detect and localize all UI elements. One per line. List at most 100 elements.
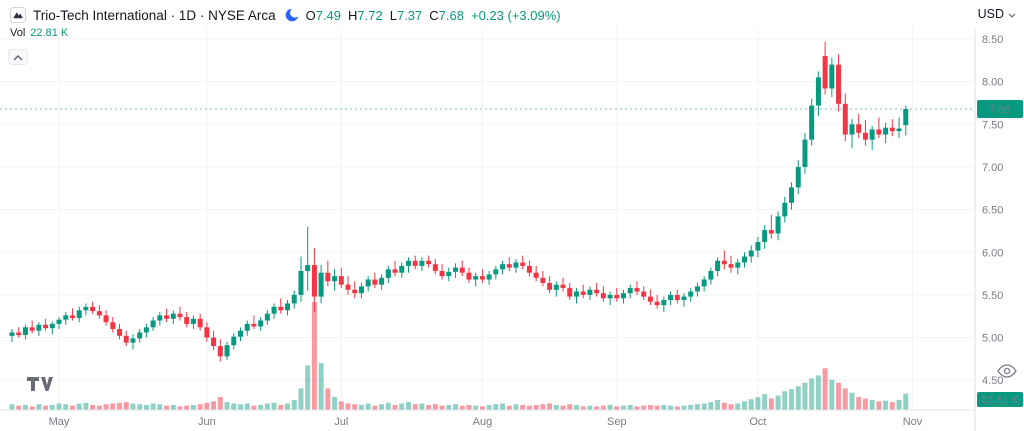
volume-bar <box>654 405 660 410</box>
candle-body <box>325 272 331 282</box>
candle-body <box>177 313 183 318</box>
candle-body <box>432 264 438 272</box>
candle-body <box>621 293 627 299</box>
volume-bar <box>513 404 519 410</box>
volume-bar <box>345 403 351 410</box>
candle-body <box>479 276 485 280</box>
volume-bar <box>291 399 297 410</box>
candle-body <box>883 127 889 135</box>
volume-bar <box>829 379 835 410</box>
candle-body <box>332 276 338 282</box>
price-tick-label: 6.00 <box>982 247 1003 259</box>
volume-bar <box>177 406 183 410</box>
candle-body <box>486 274 492 280</box>
tradingview-logo[interactable] <box>27 377 54 397</box>
volume-bar <box>164 405 170 410</box>
candle-body <box>654 301 660 306</box>
month-tick-label: Aug <box>473 416 493 428</box>
volume-bar <box>849 392 855 410</box>
volume-bar <box>251 405 257 410</box>
visibility-eye-button[interactable] <box>997 364 1017 383</box>
price-tick-label: 8.50 <box>982 34 1003 46</box>
candle-body <box>211 337 217 347</box>
volume-bar <box>117 402 123 410</box>
volume-bar <box>748 399 754 410</box>
volume-bar <box>533 404 539 410</box>
candle-body <box>493 269 499 275</box>
candle-body <box>513 262 519 268</box>
volume-bar <box>735 403 741 410</box>
candle-body <box>190 318 196 324</box>
low-label: L <box>389 7 397 23</box>
time-scale-labels[interactable]: May Jun Jul Aug Sep Oct Nov <box>49 416 923 428</box>
volume-bar <box>244 403 250 410</box>
volume-bar <box>103 404 109 410</box>
volume-bar <box>500 403 506 410</box>
open-label: O <box>305 7 316 23</box>
volume-bar <box>453 404 459 410</box>
price-tick-label: 8.00 <box>982 77 1003 89</box>
volume-bar <box>466 404 472 410</box>
candle-body <box>385 269 391 278</box>
currency-dropdown[interactable]: USD <box>978 7 1016 21</box>
volume-bar <box>338 401 344 410</box>
close-value: 7.68 <box>438 7 464 23</box>
volume-bar <box>459 405 465 410</box>
price-tick-label: 4.50 <box>982 375 1003 387</box>
candle-body <box>258 320 264 327</box>
volume-bar <box>789 389 795 410</box>
candle-body <box>83 306 89 311</box>
volume-bar <box>439 405 445 410</box>
price-tick-label: 7.00 <box>982 162 1003 174</box>
candles-layer <box>9 41 909 362</box>
candle-body <box>741 256 747 263</box>
candle-body <box>862 132 868 140</box>
candle-body <box>311 265 317 297</box>
candle-body <box>197 318 203 328</box>
volume-bar <box>674 406 680 410</box>
volume-bar <box>76 403 82 410</box>
last-volume-badge: 22.81 K <box>977 392 1023 407</box>
last-price-badge: 7.68 <box>977 99 1023 118</box>
volume-bar <box>36 404 42 410</box>
candle-body <box>184 317 190 324</box>
volume-bar <box>405 402 411 410</box>
collapse-pane-button[interactable] <box>8 49 28 65</box>
candle-body <box>466 272 472 280</box>
volume-bar <box>587 405 593 410</box>
volume-bar <box>365 403 371 410</box>
price-scale-labels[interactable]: 8.50 8.00 7.50 7.00 6.50 6.00 5.50 5.00 4.50 <box>982 34 1003 387</box>
high-value: 7.72 <box>357 7 383 23</box>
candle-body <box>768 230 774 234</box>
candle-body <box>473 276 479 280</box>
volume-bar <box>137 404 143 410</box>
volume-bar <box>580 406 586 410</box>
svg-text:7.68: 7.68 <box>989 104 1010 116</box>
volume-bar <box>432 404 438 410</box>
candle-body <box>446 271 452 277</box>
price-chart-pane[interactable]: 8.50 8.00 7.50 7.00 6.50 6.00 5.50 5.00 4.50 May J… <box>0 28 1024 431</box>
month-tick-label: Oct <box>749 416 766 428</box>
candle-body <box>204 327 210 338</box>
candle-body <box>412 260 418 266</box>
volume-bar <box>352 404 358 410</box>
volume-bar <box>741 401 747 410</box>
candle-body <box>352 289 358 294</box>
volume-bar <box>822 368 828 410</box>
volume-bar <box>298 388 304 410</box>
volume-bar <box>278 404 284 410</box>
price-tick-label: 5.00 <box>982 333 1003 345</box>
candle-body <box>869 129 875 140</box>
volume-bar <box>90 404 96 410</box>
candle-body <box>9 332 15 336</box>
symbol-title[interactable]: Trio-Tech International · 1D · NYSE Arca <box>33 7 276 23</box>
volume-bar <box>56 403 62 410</box>
volume-bar <box>392 404 398 410</box>
volume-bar <box>110 403 116 410</box>
candle-body <box>36 324 42 331</box>
candle-body <box>876 129 882 135</box>
candle-body <box>56 319 62 324</box>
candle-body <box>164 315 170 319</box>
candle-body <box>365 279 371 287</box>
month-tick-label: Jul <box>334 416 348 428</box>
